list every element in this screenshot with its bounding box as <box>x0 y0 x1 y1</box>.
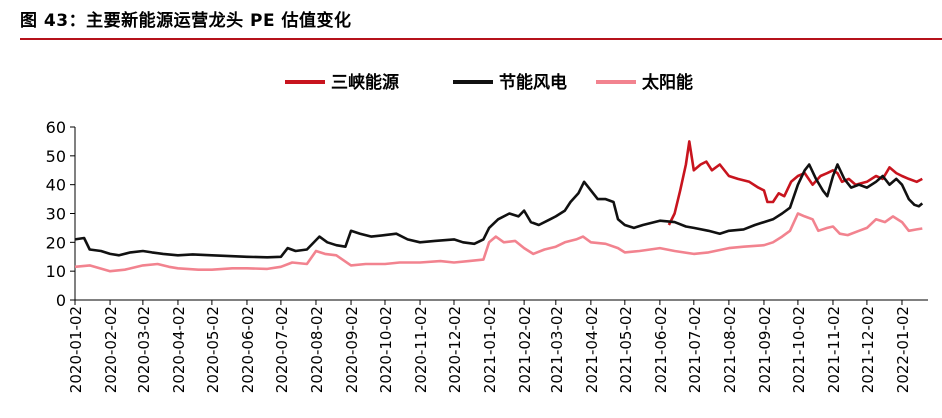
x-tick-label: 2021-12-02 <box>859 306 877 393</box>
x-tick-label: 2021-09-02 <box>756 306 774 393</box>
x-tick-label: 2021-06-02 <box>652 306 670 393</box>
y-tick-label: 60 <box>46 118 66 137</box>
x-tick-label: 2020-01-02 <box>67 306 85 393</box>
y-tick-label: 50 <box>46 147 66 166</box>
x-tick-label: 2020-06-02 <box>239 306 257 393</box>
x-tick-label: 2020-12-02 <box>446 306 464 393</box>
y-tick-label: 30 <box>46 205 66 224</box>
x-tick-label: 2022-01-02 <box>894 306 912 393</box>
series-layer <box>74 140 924 273</box>
x-tick-label: 2020-05-02 <box>204 306 222 393</box>
title-divider <box>20 38 942 40</box>
x-tick-label: 2021-01-02 <box>481 306 499 393</box>
x-tick-label: 2021-08-02 <box>721 306 739 393</box>
y-tick-label: 20 <box>46 233 66 252</box>
x-tick-label: 2021-04-02 <box>583 306 601 393</box>
x-tick-label: 2021-11-02 <box>825 306 843 393</box>
series-line-太阳能 <box>74 212 923 273</box>
x-tick-label: 2020-04-02 <box>170 306 188 393</box>
x-axis: 2020-01-02 2020-02-02 2020-03-02 2020-04-02… <box>67 299 928 393</box>
legend-label: 三峡能源 <box>331 72 399 93</box>
x-tick-label: 2020-10-02 <box>377 306 395 393</box>
x-tick-label: 2020-02-02 <box>102 306 120 393</box>
y-tick-label: 40 <box>46 176 66 195</box>
x-tick-label: 2021-05-02 <box>617 306 635 393</box>
x-tick-label: 2021-03-02 <box>548 306 566 393</box>
x-tick-label: 2020-08-02 <box>308 306 326 393</box>
x-tick-label: 2021-07-02 <box>686 306 704 393</box>
x-tick-label: 2020-09-02 <box>343 306 361 393</box>
x-tick-label: 2020-07-02 <box>273 306 291 393</box>
legend-label: 节能风电 <box>499 72 567 93</box>
legend: 三峡能源 节能风电 太阳能 <box>285 72 693 93</box>
y-axis: 0 10 20 30 40 50 60 <box>46 118 76 310</box>
x-tick-label: 2020-11-02 <box>412 306 430 393</box>
series-line-节能风电 <box>74 163 924 259</box>
y-tick-label: 0 <box>56 291 66 310</box>
x-tick-label: 2020-03-02 <box>135 306 153 393</box>
series-line-三峡能源 <box>667 140 923 226</box>
figure-title: 图 43：主要新能源运营龙头 PE 估值变化 <box>20 11 352 31</box>
legend-label: 太阳能 <box>642 72 693 93</box>
x-tick-label: 2021-02-02 <box>516 306 534 393</box>
y-tick-label: 10 <box>46 262 66 281</box>
x-tick-label: 2021-10-02 <box>790 306 808 393</box>
